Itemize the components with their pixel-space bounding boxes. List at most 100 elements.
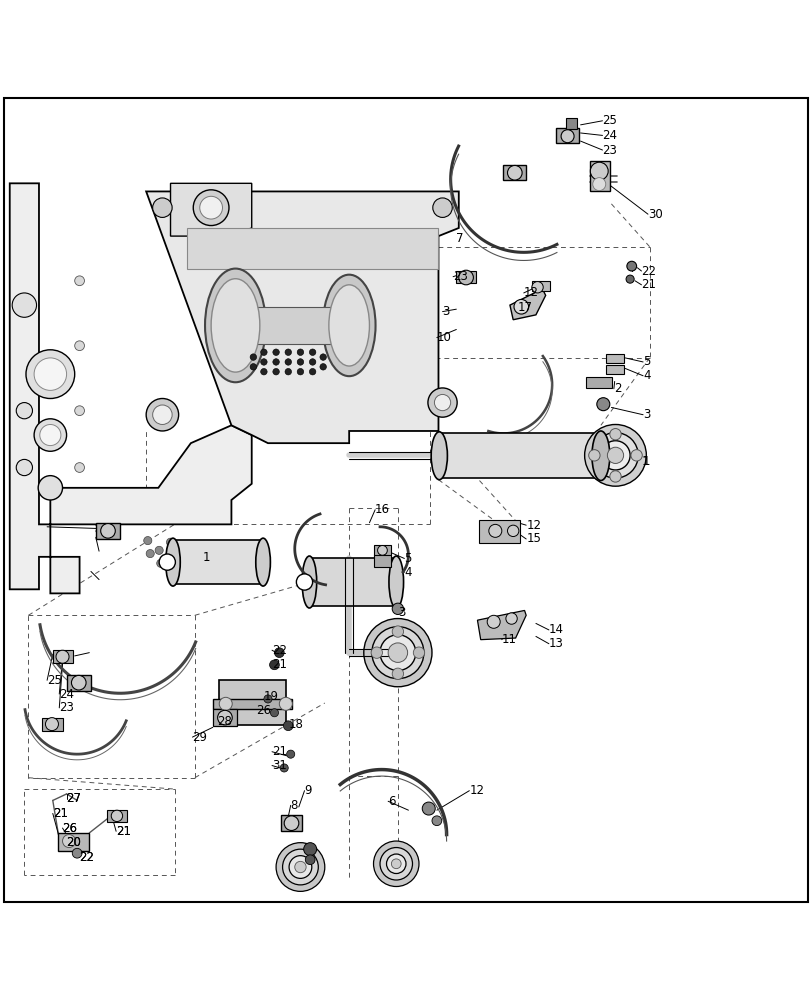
Text: 8: 8: [290, 799, 298, 812]
Circle shape: [371, 627, 423, 679]
Text: 24: 24: [602, 129, 616, 142]
Text: 21: 21: [272, 658, 286, 671]
Text: 25: 25: [602, 114, 616, 127]
Circle shape: [584, 424, 646, 486]
Circle shape: [260, 349, 267, 355]
Circle shape: [432, 198, 452, 217]
Circle shape: [320, 354, 326, 360]
Text: 11: 11: [501, 633, 516, 646]
Text: 19: 19: [264, 690, 278, 703]
Text: 22: 22: [79, 851, 94, 864]
Text: 12: 12: [526, 519, 540, 532]
Circle shape: [392, 603, 403, 614]
Text: 22: 22: [641, 265, 655, 278]
Circle shape: [152, 198, 172, 217]
Circle shape: [26, 350, 75, 398]
Circle shape: [297, 349, 303, 355]
Ellipse shape: [302, 556, 316, 608]
Circle shape: [297, 368, 303, 375]
Circle shape: [434, 394, 450, 411]
Circle shape: [62, 835, 75, 848]
Text: 16: 16: [375, 503, 389, 516]
Polygon shape: [509, 289, 545, 320]
Circle shape: [282, 849, 318, 885]
Circle shape: [200, 196, 222, 219]
Circle shape: [34, 358, 67, 390]
Circle shape: [75, 341, 84, 351]
Circle shape: [101, 524, 115, 538]
Circle shape: [487, 615, 500, 628]
Circle shape: [146, 398, 178, 431]
Circle shape: [56, 650, 69, 663]
Text: 22: 22: [272, 644, 286, 657]
Circle shape: [166, 538, 174, 546]
Circle shape: [560, 130, 573, 143]
Text: 9: 9: [304, 784, 311, 797]
Text: 24: 24: [59, 688, 74, 701]
Text: 5: 5: [642, 355, 650, 368]
Circle shape: [625, 275, 633, 283]
Bar: [605, 354, 623, 363]
Text: 3: 3: [397, 606, 405, 619]
Circle shape: [260, 368, 267, 375]
Circle shape: [363, 619, 431, 687]
Circle shape: [588, 450, 599, 461]
Text: 23: 23: [602, 144, 616, 157]
Circle shape: [12, 293, 36, 317]
Bar: [212, 709, 237, 726]
Bar: [589, 161, 609, 191]
Text: 4: 4: [642, 369, 650, 382]
Circle shape: [309, 368, 315, 375]
Text: 30: 30: [647, 208, 662, 221]
Circle shape: [289, 856, 311, 878]
Text: 7: 7: [456, 232, 463, 245]
Ellipse shape: [431, 432, 447, 480]
Circle shape: [285, 349, 291, 355]
Bar: [67, 675, 91, 691]
Circle shape: [380, 848, 412, 880]
Circle shape: [40, 424, 61, 446]
Circle shape: [590, 162, 607, 180]
Circle shape: [155, 546, 163, 554]
Text: 21: 21: [116, 825, 131, 838]
Text: 26: 26: [62, 822, 77, 835]
Text: 20: 20: [67, 836, 81, 849]
Text: 12: 12: [523, 286, 538, 299]
Circle shape: [285, 359, 291, 365]
Circle shape: [626, 261, 636, 271]
Text: 26: 26: [62, 822, 77, 835]
Text: 12: 12: [469, 784, 483, 797]
Circle shape: [531, 282, 543, 293]
Bar: [373, 555, 391, 567]
Text: 27: 27: [67, 792, 81, 805]
Circle shape: [72, 848, 82, 858]
Circle shape: [272, 368, 279, 375]
Circle shape: [16, 459, 32, 476]
Bar: [107, 810, 127, 822]
Circle shape: [286, 750, 294, 758]
Circle shape: [377, 545, 387, 555]
Circle shape: [270, 709, 278, 717]
Circle shape: [392, 626, 403, 637]
Circle shape: [159, 554, 175, 570]
Text: 1: 1: [203, 551, 210, 564]
Bar: [42, 718, 62, 731]
Circle shape: [371, 647, 382, 658]
Ellipse shape: [165, 538, 180, 586]
Circle shape: [285, 368, 291, 375]
Circle shape: [609, 429, 620, 440]
Text: 5: 5: [404, 552, 411, 565]
Circle shape: [513, 299, 528, 314]
Text: 22: 22: [79, 851, 94, 864]
Polygon shape: [438, 433, 600, 478]
Bar: [456, 271, 475, 283]
Circle shape: [75, 463, 84, 472]
Circle shape: [279, 697, 292, 710]
Text: 13: 13: [548, 637, 563, 650]
Polygon shape: [170, 183, 251, 236]
Circle shape: [260, 359, 267, 365]
Circle shape: [280, 764, 288, 772]
Bar: [586, 377, 611, 388]
Bar: [478, 520, 519, 543]
Circle shape: [309, 349, 315, 355]
